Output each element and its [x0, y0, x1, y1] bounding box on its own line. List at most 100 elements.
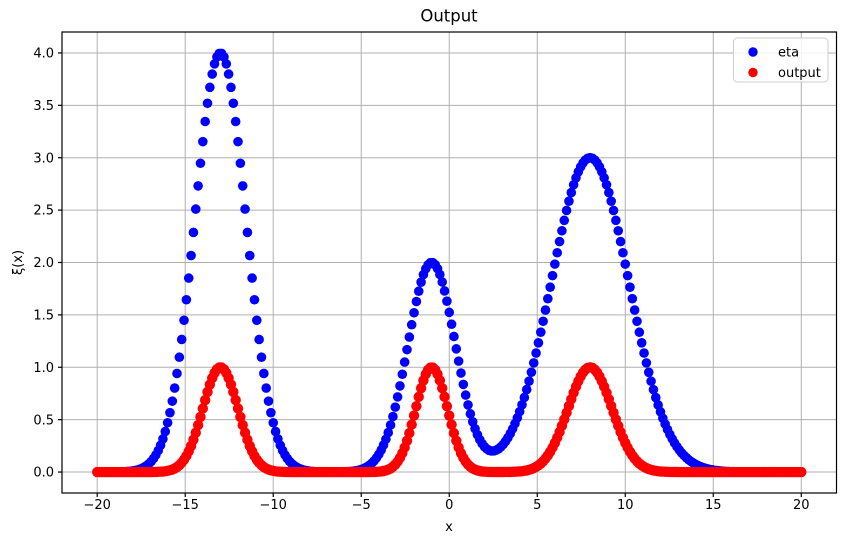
data-point-output	[411, 400, 422, 412]
x-tick-label: 15	[705, 498, 722, 513]
data-point-eta	[390, 402, 401, 412]
data-point-eta	[240, 204, 250, 214]
data-point-output	[199, 394, 211, 406]
data-point-eta	[543, 293, 553, 304]
data-point-eta	[453, 356, 464, 366]
data-point-eta	[416, 277, 426, 287]
data-point-eta	[190, 204, 201, 214]
data-point-eta	[402, 344, 412, 355]
data-point-eta	[230, 116, 241, 127]
tick-layer: −20 −15 −10 −5 0 5 10 15 20 0.0 0.5 1.0 1.5 2.0 2.5 3.0…	[33, 47, 809, 513]
data-point-eta	[223, 69, 234, 79]
data-point-eta	[535, 327, 546, 338]
series-output	[92, 362, 807, 478]
data-point-eta	[261, 383, 271, 393]
data-point-output	[230, 394, 241, 406]
data-point-eta	[207, 69, 218, 79]
data-point-eta	[411, 296, 422, 307]
x-tick-label: 0	[445, 498, 453, 513]
data-point-eta	[540, 305, 551, 315]
data-point-eta	[550, 259, 560, 269]
data-point-eta	[228, 98, 239, 109]
data-point-eta	[193, 181, 203, 191]
data-point-output	[228, 386, 239, 398]
y-tick-label: 1.5	[33, 309, 54, 324]
data-point-eta	[524, 376, 534, 386]
data-point-eta	[650, 392, 661, 403]
data-point-eta	[615, 236, 626, 247]
data-point-eta	[237, 181, 248, 191]
data-point-eta	[406, 319, 417, 330]
data-point-eta	[636, 338, 647, 348]
data-point-eta	[629, 305, 640, 315]
data-point-eta	[625, 282, 635, 292]
data-point-output	[232, 403, 244, 414]
data-point-eta	[158, 434, 168, 444]
data-point-eta	[528, 358, 539, 368]
data-point-output	[439, 391, 450, 403]
data-point-eta	[611, 215, 621, 226]
data-point-eta	[162, 417, 173, 428]
data-point-eta	[552, 247, 563, 258]
data-point-eta	[397, 369, 408, 380]
data-point-eta	[198, 136, 208, 147]
data-point-eta	[449, 331, 459, 342]
data-point-eta	[165, 407, 175, 418]
y-tick-label: 4.0	[33, 47, 54, 62]
data-point-eta	[221, 59, 232, 69]
data-point-eta	[385, 420, 396, 430]
data-point-eta	[256, 352, 267, 363]
data-point-eta	[259, 368, 269, 379]
y-tick-label: 2.5	[33, 204, 54, 219]
data-point-eta	[167, 396, 178, 406]
data-point-output	[441, 400, 453, 412]
data-point-eta	[226, 82, 236, 93]
data-point-eta	[179, 315, 189, 326]
data-point-output	[192, 419, 204, 431]
data-point-eta	[458, 379, 469, 390]
data-point-eta	[270, 426, 281, 437]
data-point-eta	[172, 368, 182, 379]
data-point-eta	[604, 187, 614, 198]
data-point-eta	[554, 236, 565, 247]
data-point-eta	[399, 357, 410, 367]
data-point-output	[406, 419, 417, 430]
data-point-output	[444, 410, 455, 421]
data-point-eta	[557, 225, 567, 236]
legend-marker-eta-icon	[748, 47, 758, 57]
x-tick-label: 10	[617, 498, 634, 513]
data-point-eta	[465, 409, 476, 419]
data-point-eta	[547, 270, 558, 281]
data-point-eta	[263, 396, 274, 406]
data-point-eta	[531, 348, 541, 358]
data-point-eta	[186, 250, 196, 261]
data-point-eta	[188, 227, 199, 238]
data-point-output	[413, 391, 424, 403]
y-tick-label: 0.0	[33, 466, 54, 481]
data-point-eta	[446, 319, 457, 330]
data-point-eta	[181, 294, 192, 305]
scatter-points-layer	[92, 48, 807, 478]
data-point-eta	[460, 390, 471, 400]
data-point-eta	[561, 205, 572, 216]
data-point-eta	[620, 259, 631, 269]
data-point-eta	[435, 269, 445, 280]
data-point-eta	[566, 187, 577, 198]
data-point-eta	[395, 381, 405, 391]
data-point-eta	[519, 392, 530, 403]
data-point-eta	[608, 205, 619, 216]
data-point-eta	[639, 348, 649, 358]
data-point-eta	[254, 334, 264, 345]
x-tick-label: −10	[260, 498, 287, 513]
data-point-eta	[242, 227, 253, 238]
data-point-eta	[451, 344, 462, 354]
data-point-eta	[559, 215, 570, 226]
x-tick-label: 20	[793, 498, 810, 513]
data-point-eta	[634, 327, 645, 338]
y-tick-label: 3.0	[33, 151, 54, 166]
data-point-eta	[200, 116, 210, 127]
data-point-eta	[618, 247, 628, 258]
data-point-eta	[160, 426, 171, 437]
